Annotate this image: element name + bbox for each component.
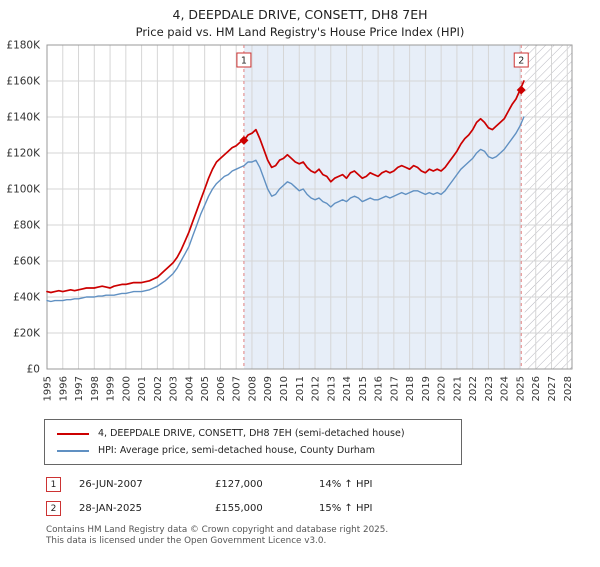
y-axis-label: £0 [27, 364, 40, 376]
series-line-0 [46, 80, 525, 294]
y-axis-label: £180K [6, 40, 41, 52]
y-axis-label: £20K [13, 328, 41, 340]
series-line-1 [46, 116, 525, 303]
sale-flag-number: 1 [241, 56, 247, 67]
sale-annotation-row: 1 26-JUN-2007 £127,000 14% ↑ HPI [46, 477, 600, 492]
sale-2-price: £155,000 [215, 503, 263, 514]
x-axis-label: 2024 [500, 376, 511, 401]
x-axis-label: 1996 [58, 376, 69, 401]
x-axis-label: 2012 [311, 376, 322, 401]
legend-line-sample [57, 449, 89, 452]
copyright-footer: Contains HM Land Registry data © Crown c… [46, 525, 600, 548]
legend-line-sample [57, 432, 89, 435]
sale-2-date: 28-JAN-2025 [79, 503, 143, 514]
page-title: 4, DEEPDALE DRIVE, CONSETT, DH8 7EH [172, 7, 428, 22]
sale-flag-box [513, 52, 529, 68]
chart-legend: 4, DEEPDALE DRIVE, CONSETT, DH8 7EH (sem… [44, 419, 462, 465]
x-axis-label: 2025 [515, 376, 526, 401]
y-axis-label: £120K [6, 148, 41, 160]
x-axis-label: 2005 [200, 376, 211, 401]
sale-marker-1-badge: 1 [46, 477, 61, 492]
x-axis-label: 2016 [374, 376, 385, 401]
sale-1-hpi-change: 14% ↑ HPI [319, 479, 373, 490]
sale-annotations: 1 26-JUN-2007 £127,000 14% ↑ HPI 2 28-JA… [46, 477, 600, 516]
future-hatch-region [524, 45, 572, 369]
x-axis-label: 2004 [184, 376, 195, 401]
x-axis-label: 2014 [342, 376, 353, 401]
y-axis-label: £140K [6, 112, 41, 124]
sale-2-hpi-change: 15% ↑ HPI [319, 503, 373, 514]
legend-item-1: HPI: Average price, semi-detached house,… [53, 442, 453, 459]
x-axis-label: 1998 [90, 376, 101, 401]
y-axis-label: £40K [13, 292, 41, 304]
footer-line-1: Contains HM Land Registry data © Crown c… [46, 525, 389, 535]
sale-1-price: £127,000 [215, 479, 263, 490]
x-axis-label: 2010 [279, 376, 290, 401]
sale-1-date: 26-JUN-2007 [79, 479, 143, 490]
legend-label: HPI: Average price, semi-detached house,… [98, 445, 375, 456]
x-axis-label: 1997 [74, 376, 85, 401]
x-axis-label: 2015 [358, 376, 369, 401]
x-axis-label: 2020 [437, 376, 448, 401]
x-axis-label: 2002 [153, 376, 164, 401]
x-axis-label: 2023 [484, 376, 495, 401]
x-axis-label: 1995 [43, 376, 54, 401]
x-axis-label: 2000 [121, 376, 132, 401]
legend-item-0: 4, DEEPDALE DRIVE, CONSETT, DH8 7EH (sem… [53, 425, 453, 442]
x-axis-label: 2018 [405, 376, 416, 401]
sale-flag-box [236, 52, 252, 68]
x-axis-label: 2011 [295, 376, 306, 401]
x-axis-label: 2013 [326, 376, 337, 401]
ownership-shaded-region [243, 45, 522, 369]
y-axis-label: £60K [13, 256, 41, 268]
y-axis-label: £80K [13, 220, 41, 232]
x-axis-label: 2017 [389, 376, 400, 401]
x-axis-label: 2027 [547, 376, 558, 401]
sale-annotation-row: 2 28-JAN-2025 £155,000 15% ↑ HPI [46, 501, 600, 516]
x-axis-label: 2008 [247, 376, 258, 401]
y-axis-label: £100K [6, 184, 41, 196]
x-axis-label: 1999 [106, 376, 117, 401]
x-axis-label: 2006 [216, 376, 227, 401]
sale-point-diamond [239, 135, 249, 145]
sale-marker-2-badge: 2 [46, 501, 61, 516]
y-axis-label: £160K [6, 76, 41, 88]
house-price-report: 4, DEEPDALE DRIVE, CONSETT, DH8 7EH Pric… [0, 7, 600, 548]
x-axis-label: 2003 [169, 376, 180, 401]
x-axis-label: 2001 [137, 376, 148, 401]
page-subtitle: Price paid vs. HM Land Registry's House … [135, 25, 465, 39]
x-axis-label: 2021 [452, 376, 463, 401]
x-axis-label: 2026 [531, 376, 542, 401]
price-history-chart: £0 £20K £40K £60K £80K £100K £120K £140K £160K £1… [6, 40, 574, 402]
x-axis-label: 2009 [263, 376, 274, 401]
x-axis-label: 2028 [563, 376, 574, 401]
x-axis-label: 2019 [421, 376, 432, 401]
legend-label: 4, DEEPDALE DRIVE, CONSETT, DH8 7EH (sem… [98, 428, 405, 439]
sale-flag-number: 2 [518, 56, 524, 67]
footer-line-2: This data is licensed under the Open Gov… [46, 536, 327, 547]
x-axis-label: 2022 [468, 376, 479, 401]
x-axis-label: 2007 [232, 376, 243, 401]
sale-point-diamond [516, 85, 526, 95]
